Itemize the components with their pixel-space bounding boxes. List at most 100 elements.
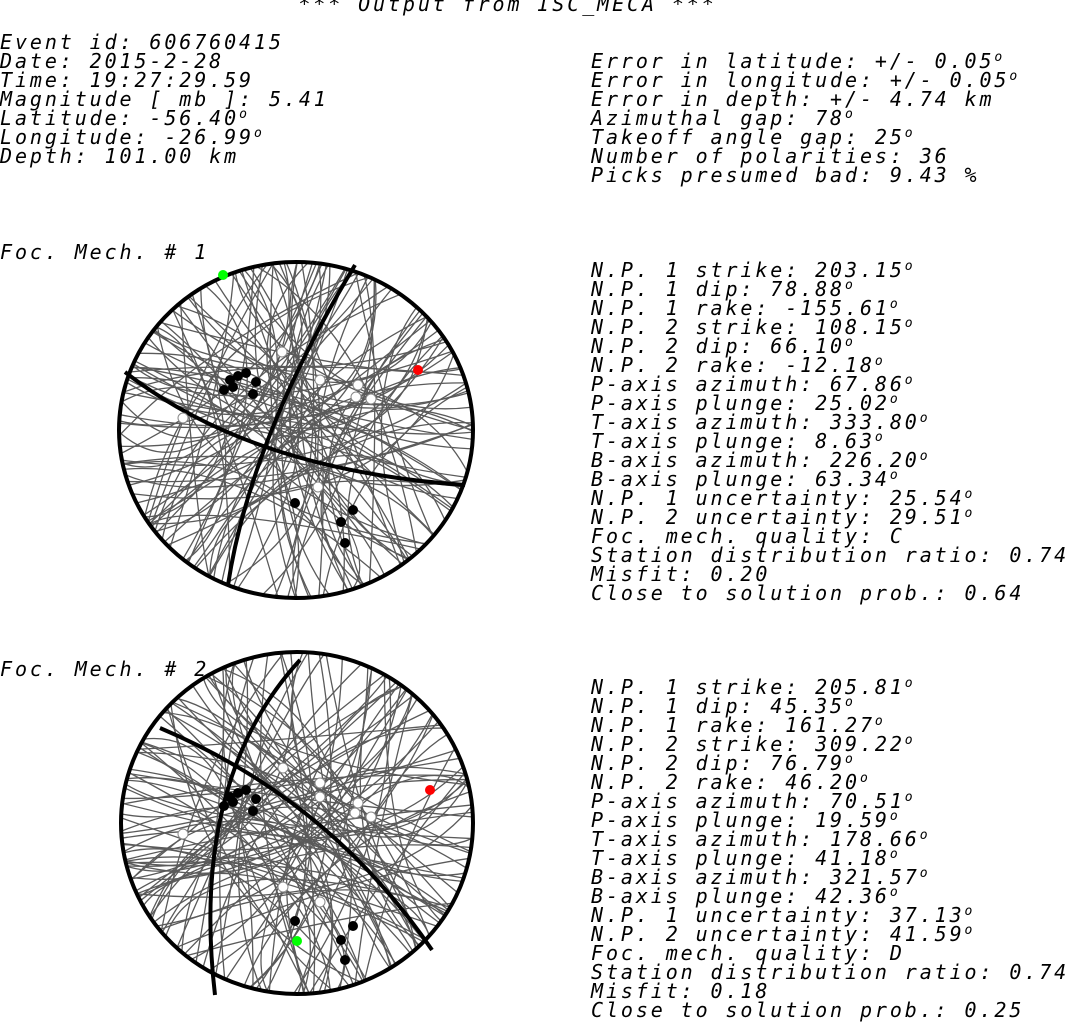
text-line: Event id: 606760415 (0, 30, 284, 54)
line-text: N.P. 1 strike: 205.81 (591, 675, 905, 699)
line-text: Error in latitude: +/- 0.05 (591, 49, 995, 73)
ray-lines (121, 652, 473, 994)
line-text: Takeoff angle gap: 25 (591, 125, 905, 149)
degree-sign: o (845, 278, 853, 293)
line-text: N.P. 1 rake: -155.61 (591, 296, 890, 320)
polarities (177, 270, 435, 965)
ray-line (232, 268, 279, 588)
text-line: P-axis plunge: 19.59o (591, 808, 1069, 832)
line-text: P-axis azimuth: 70.51 (591, 789, 905, 813)
ray-line (166, 707, 334, 991)
polarity-dot (248, 389, 258, 399)
ray-line (161, 663, 362, 933)
degree-sign: o (889, 392, 898, 407)
ray-line (211, 672, 463, 883)
text-line: Station distribution ratio: 0.74 (591, 543, 1069, 567)
polarity-dot (219, 385, 229, 395)
polarity-dot (248, 806, 258, 816)
ray-line (126, 779, 447, 915)
error-info: Error in latitude: +/- 0.05o Error in lon… (591, 49, 1017, 185)
line-text: N.P. 1 dip: 78.88 (591, 277, 845, 301)
polarity-dot (365, 811, 377, 823)
ray-line (127, 376, 409, 561)
text-line: Azimuthal gap: 78o (591, 108, 1017, 128)
polarity-dot (251, 377, 261, 387)
ray-line (185, 902, 453, 957)
ray-line (161, 427, 452, 540)
polarity-dot (292, 936, 302, 946)
text-line: N.P. 1 strike: 203.15o (591, 260, 1069, 280)
ray-line (172, 701, 459, 894)
polarity-dot (290, 498, 300, 508)
polarity-dot (336, 517, 346, 527)
text-line: B-axis azimuth: 226.20o (591, 450, 1069, 470)
degree-sign: o (889, 297, 898, 312)
degree-sign: o (904, 733, 913, 748)
polarity-dot (340, 955, 350, 965)
ray-line (259, 654, 310, 994)
ray-line (160, 652, 285, 932)
text-line: Depth: 101.00 km (0, 144, 240, 168)
text-line: Error in longitude: +/- 0.05o (591, 70, 1017, 90)
ray-line (136, 751, 355, 986)
degree-sign: o (904, 676, 913, 691)
ray-line (121, 382, 467, 466)
degree-sign: o (874, 714, 883, 729)
degree-sign: o (874, 430, 883, 445)
ray-line (195, 421, 473, 569)
ray-line (138, 352, 345, 592)
nodal-plane (123, 370, 466, 487)
polarity-dot (277, 881, 289, 893)
ray-line (221, 403, 473, 583)
polarity-dot (218, 270, 228, 280)
ray-line (153, 328, 361, 590)
ray-line (354, 271, 434, 537)
polarity-dot (233, 788, 243, 798)
degree-sign: o (845, 695, 853, 710)
polarity-dot (312, 481, 324, 493)
ray-line (141, 741, 393, 968)
line-text: P-axis plunge: 19.59 (591, 808, 890, 832)
degree-sign: o (919, 411, 928, 426)
text-line: N.P. 1 dip: 78.88o (591, 277, 1069, 301)
text-line: Error in depth: +/- 4.74 km (591, 87, 995, 111)
line-text: P-axis plunge: 25.02 (591, 391, 890, 415)
text-line: N.P. 2 rake: -12.18o (591, 355, 1069, 375)
ray-line (363, 747, 456, 982)
ray-line (154, 293, 401, 532)
line-text: T-axis azimuth: 178.66 (591, 827, 920, 851)
line-text: N.P. 2 strike: 309.22 (591, 732, 905, 756)
text-line: N.P. 2 uncertainty: 29.51o (591, 507, 1069, 527)
text-line: P-axis azimuth: 70.51o (591, 789, 1069, 813)
line-text: N.P. 1 dip: 45.35 (591, 694, 845, 718)
text-line: P-axis plunge: 25.02o (591, 391, 1069, 415)
focal-sphere (119, 650, 475, 996)
line-text: Latitude: -56.40 (0, 106, 240, 130)
ray-line (127, 422, 473, 483)
text-line: N.P. 2 strike: 309.22o (591, 732, 1069, 756)
line-text: N.P. 2 dip: 76.79 (591, 751, 845, 775)
ray-line (380, 306, 418, 564)
text-line: N.P. 2 strike: 108.15o (591, 317, 1069, 337)
mech-params: N.P. 1 strike: 205.81o N.P. 1 dip: 45.35o… (591, 675, 1069, 1020)
ray-line (188, 295, 435, 536)
ray-line (154, 264, 328, 533)
mech-params: N.P. 1 strike: 203.15o N.P. 1 dip: 78.88o… (591, 260, 1069, 603)
line-text: N.P. 2 uncertainty: 41.59 (591, 922, 965, 946)
polarity-dot (348, 505, 358, 515)
line-text: B-axis plunge: 63.34 (591, 467, 890, 491)
ray-line (242, 659, 446, 916)
text-line: T-axis azimuth: 333.80o (591, 411, 1069, 432)
ray-line (150, 427, 446, 528)
ray-line (254, 264, 466, 487)
ray-line (177, 696, 469, 838)
ray-line (149, 514, 421, 550)
ray-line (187, 296, 469, 406)
ray-line (261, 279, 375, 596)
mech-label: Foc. Mech. # 2 (0, 657, 210, 681)
degree-sign: o (254, 126, 262, 141)
ray-line (122, 460, 354, 590)
polarity-dot (425, 785, 435, 795)
polarity-dot (352, 379, 364, 391)
